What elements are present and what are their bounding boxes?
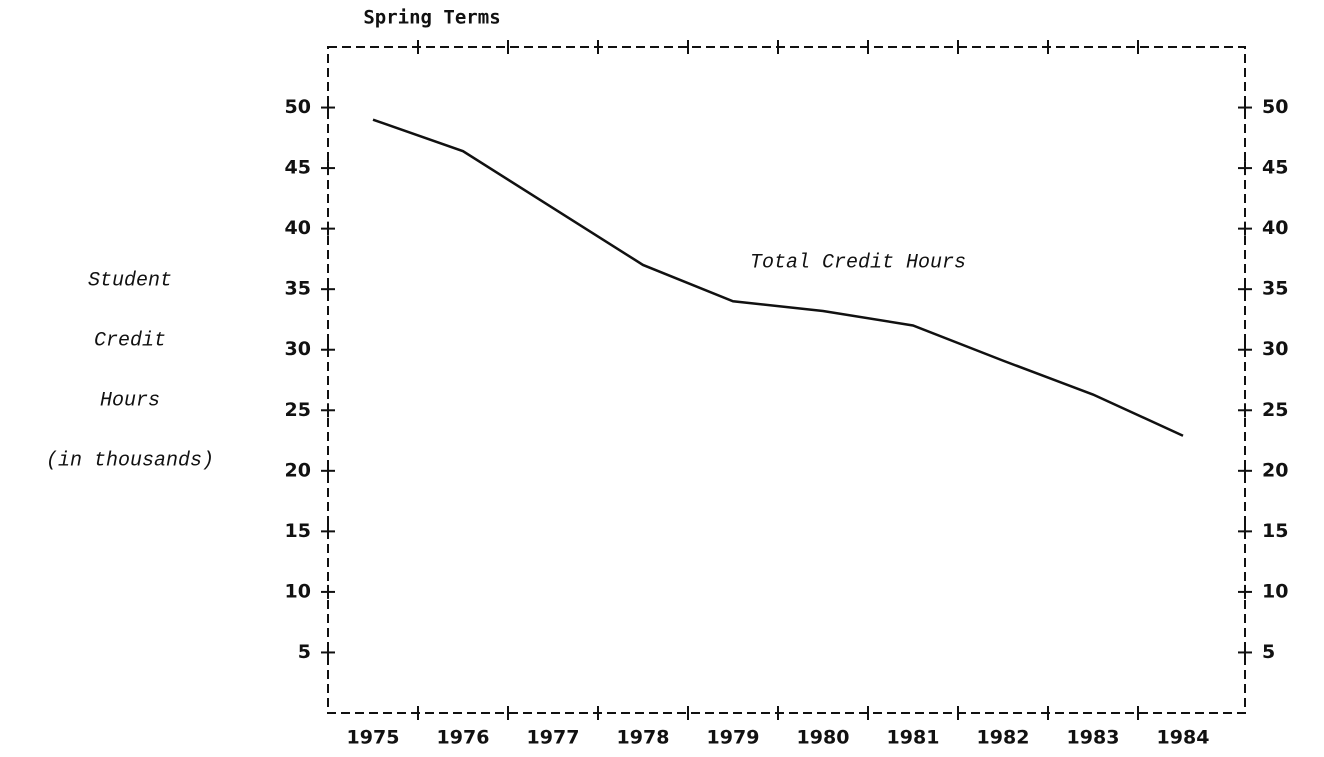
x-tick-label: 1983 [1067,727,1120,749]
y2-tick-label: 20 [1262,459,1288,481]
x-tick-label: 1976 [437,727,490,749]
y2-tick-label: 5 [1262,641,1275,663]
y-tick-label: 15 [285,520,311,542]
y2-tick-label: 30 [1262,338,1288,360]
data-line [372,118,1184,437]
y-axis-label: (in thousands) [46,449,214,472]
y-tick-label: 30 [285,338,311,360]
x-tick-label: 1980 [797,727,850,749]
plot-frame [327,46,1246,714]
chart-title: Spring Terms [363,7,500,29]
y-tick-label: 40 [285,217,311,239]
y-tick-label: 5 [298,641,311,663]
x-tick-label: 1977 [527,727,580,749]
y2-tick-label: 25 [1262,399,1288,421]
y-tick-label: 35 [285,278,311,300]
annotation: Total Credit Hours [750,251,966,274]
y-tick-label: 25 [285,399,311,421]
y2-tick-label: 40 [1262,217,1288,239]
x-tick-label: 1982 [977,727,1030,749]
y2-tick-label: 45 [1262,157,1288,179]
x-tick-label: 1975 [347,727,400,749]
y-axis-label: Student [88,269,172,292]
y-axis-label: Hours [100,389,160,412]
y-tick-label: 20 [285,459,311,481]
y2-tick-label: 10 [1262,580,1288,602]
y2-tick-label: 15 [1262,520,1288,542]
y-tick-label: 50 [285,96,311,118]
y-tick-label: 45 [285,157,311,179]
y-tick-label: 10 [285,580,311,602]
x-tick-label: 1984 [1157,727,1210,749]
y2-tick-label: 50 [1262,96,1288,118]
x-tick-label: 1978 [617,727,670,749]
y2-tick-label: 35 [1262,278,1288,300]
x-tick-label: 1981 [887,727,940,749]
x-tick-label: 1979 [707,727,760,749]
y-axis-label: Credit [94,329,166,352]
